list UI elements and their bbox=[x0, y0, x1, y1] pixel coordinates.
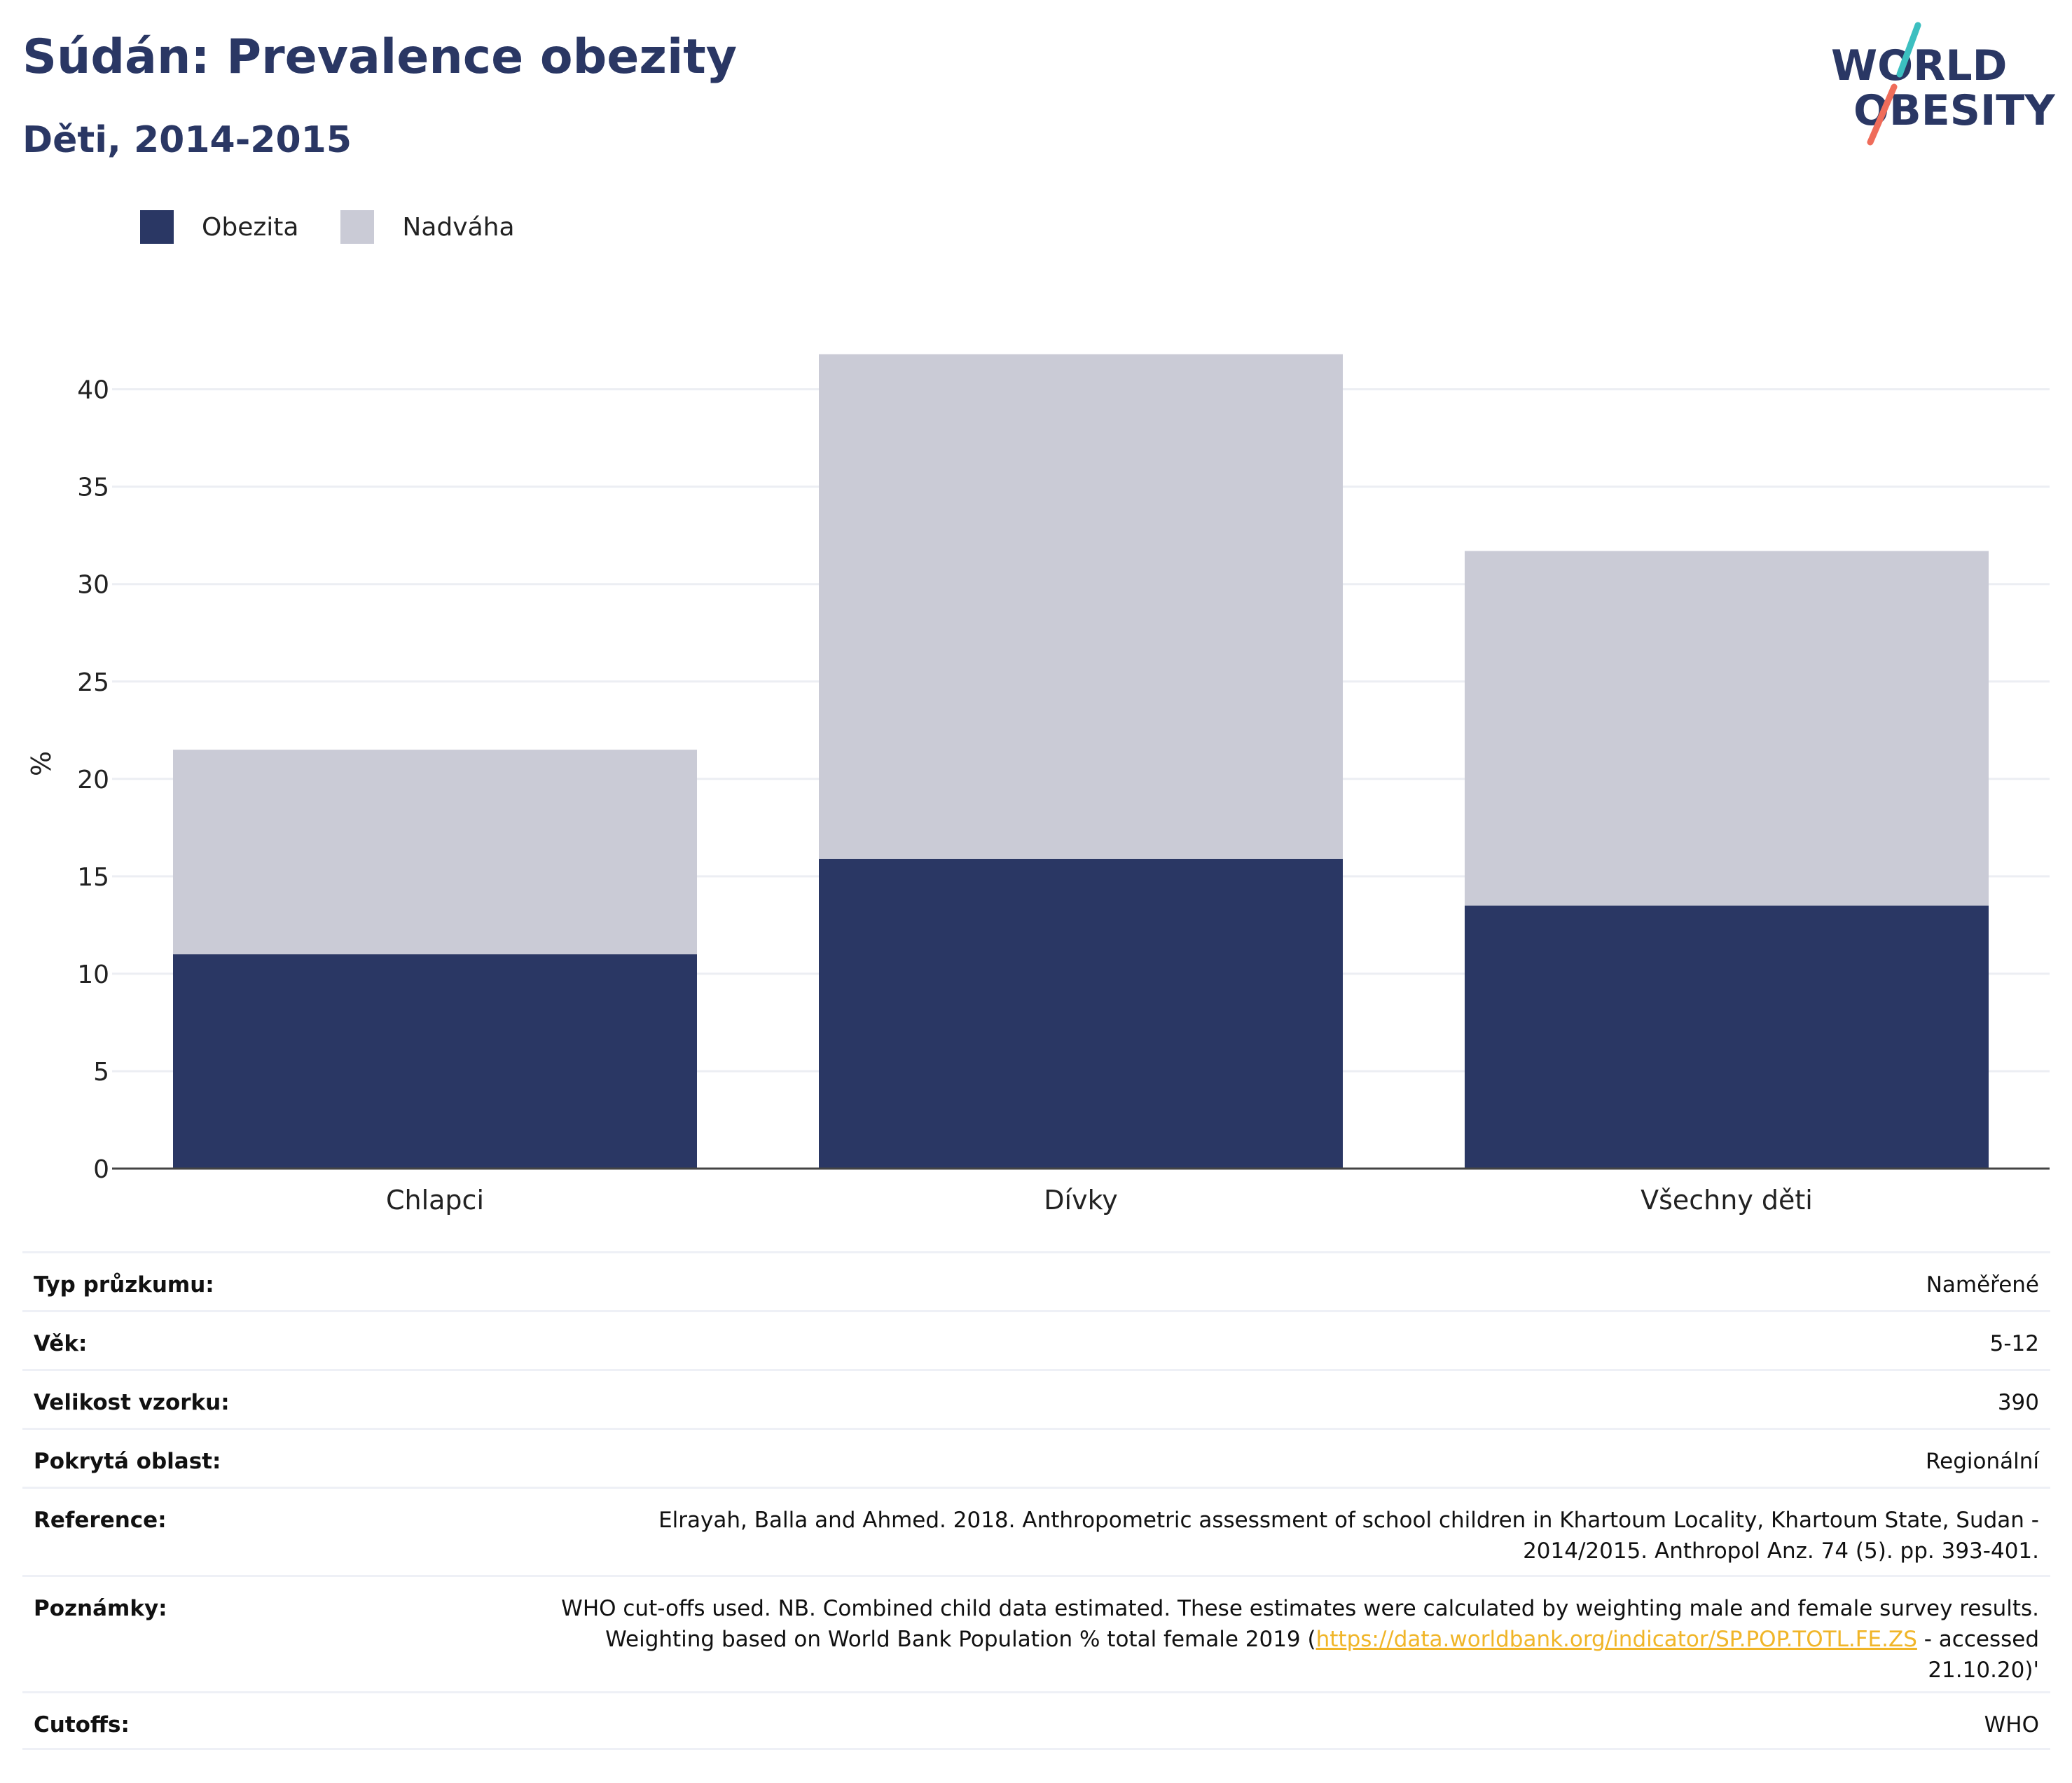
chart-title: Súdán: Prevalence obezity bbox=[22, 29, 738, 85]
bar-overweight[interactable] bbox=[173, 750, 697, 955]
y-tick-label: 15 bbox=[77, 863, 109, 892]
detail-value: WHO cut-offs used. NB. Combined child da… bbox=[547, 1577, 2039, 1686]
detail-value: Elrayah, Balla and Ahmed. 2018. Anthropo… bbox=[658, 1508, 2039, 1564]
stacked-bar-chart: 0 5 10 15 20 25 30 35 40 Chlapci Dívky Všechny děti… bbox=[26, 354, 2050, 1216]
notes-text-after: - accessed 21.10.20)' bbox=[1916, 1627, 2039, 1683]
axes: 0 5 10 15 20 25 30 35 40 Chlapci Dívky Všechny děti bbox=[77, 376, 2050, 1216]
x-tick-label: Chlapci bbox=[386, 1185, 484, 1216]
bar-overweight[interactable] bbox=[819, 354, 1343, 859]
detail-label: Poznámky: bbox=[34, 1596, 167, 1621]
legend-label-overweight: Nadváha bbox=[402, 212, 515, 242]
detail-row-age: Věk: 5-12 bbox=[22, 1310, 2050, 1369]
world-obesity-logo: WORLD OBESITY bbox=[1831, 22, 2056, 146]
x-tick-label: Všechny děti bbox=[1641, 1185, 1813, 1216]
detail-row-notes: Poznámky: WHO cut-offs used. NB. Combine… bbox=[22, 1575, 2050, 1691]
survey-details-table: Typ průzkumu: Naměřené Věk: 5-12 Velikos… bbox=[22, 1251, 2050, 1750]
y-tick-label: 30 bbox=[77, 571, 109, 600]
detail-value: Naměřené bbox=[1926, 1272, 2039, 1297]
y-tick-label: 25 bbox=[77, 668, 109, 697]
x-tick-label: Dívky bbox=[1044, 1185, 1117, 1216]
detail-label: Cutoffs: bbox=[34, 1712, 130, 1737]
legend: Obezita Nadváha bbox=[140, 207, 557, 247]
detail-row-coverage: Pokrytá oblast: Regionální bbox=[22, 1428, 2050, 1487]
detail-label: Reference: bbox=[34, 1508, 167, 1533]
y-tick-label: 5 bbox=[93, 1058, 109, 1087]
y-axis-label: % bbox=[26, 751, 57, 776]
detail-label: Typ průzkumu: bbox=[34, 1272, 214, 1297]
bar-obesity[interactable] bbox=[173, 954, 697, 1169]
worldbank-link[interactable]: https://data.worldbank.org/indicator/SP.… bbox=[1315, 1627, 1917, 1652]
legend-item-overweight[interactable]: Nadváha bbox=[340, 210, 515, 244]
detail-value: Regionální bbox=[1926, 1449, 2039, 1474]
detail-label: Pokrytá oblast: bbox=[34, 1449, 221, 1474]
y-tick-label: 10 bbox=[77, 961, 109, 989]
bar-obesity[interactable] bbox=[819, 858, 1343, 1169]
detail-row-sample-size: Velikost vzorku: 390 bbox=[22, 1369, 2050, 1428]
detail-row-survey-type: Typ průzkumu: Naměřené bbox=[22, 1251, 2050, 1310]
bar-overweight[interactable] bbox=[1465, 551, 1989, 906]
logo-line1: WORLD bbox=[1831, 41, 2007, 90]
detail-label: Věk: bbox=[34, 1331, 88, 1356]
detail-row-reference: Reference: Elrayah, Balla and Ahmed. 201… bbox=[22, 1487, 2050, 1575]
detail-value: 5-12 bbox=[1989, 1331, 2039, 1356]
detail-value: WHO bbox=[1984, 1712, 2039, 1737]
y-tick-label: 35 bbox=[77, 474, 109, 502]
y-tick-label: 40 bbox=[77, 376, 109, 405]
y-tick-label: 0 bbox=[93, 1155, 109, 1184]
bars bbox=[173, 354, 1989, 1169]
legend-swatch-overweight bbox=[340, 210, 375, 244]
bar-obesity[interactable] bbox=[1465, 905, 1989, 1169]
detail-value: 390 bbox=[1997, 1390, 2039, 1415]
legend-item-obesity[interactable]: Obezita bbox=[140, 210, 298, 244]
chart-subtitle: Děti, 2014-2015 bbox=[22, 119, 352, 161]
notes-text-before: WHO cut-offs used. NB. Combined child da… bbox=[561, 1596, 2039, 1652]
detail-label: Velikost vzorku: bbox=[34, 1390, 230, 1415]
legend-label-obesity: Obezita bbox=[202, 212, 299, 242]
detail-row-cutoffs: Cutoffs: WHO bbox=[22, 1691, 2050, 1750]
y-tick-label: 20 bbox=[77, 766, 109, 794]
legend-swatch-obesity bbox=[140, 210, 174, 244]
